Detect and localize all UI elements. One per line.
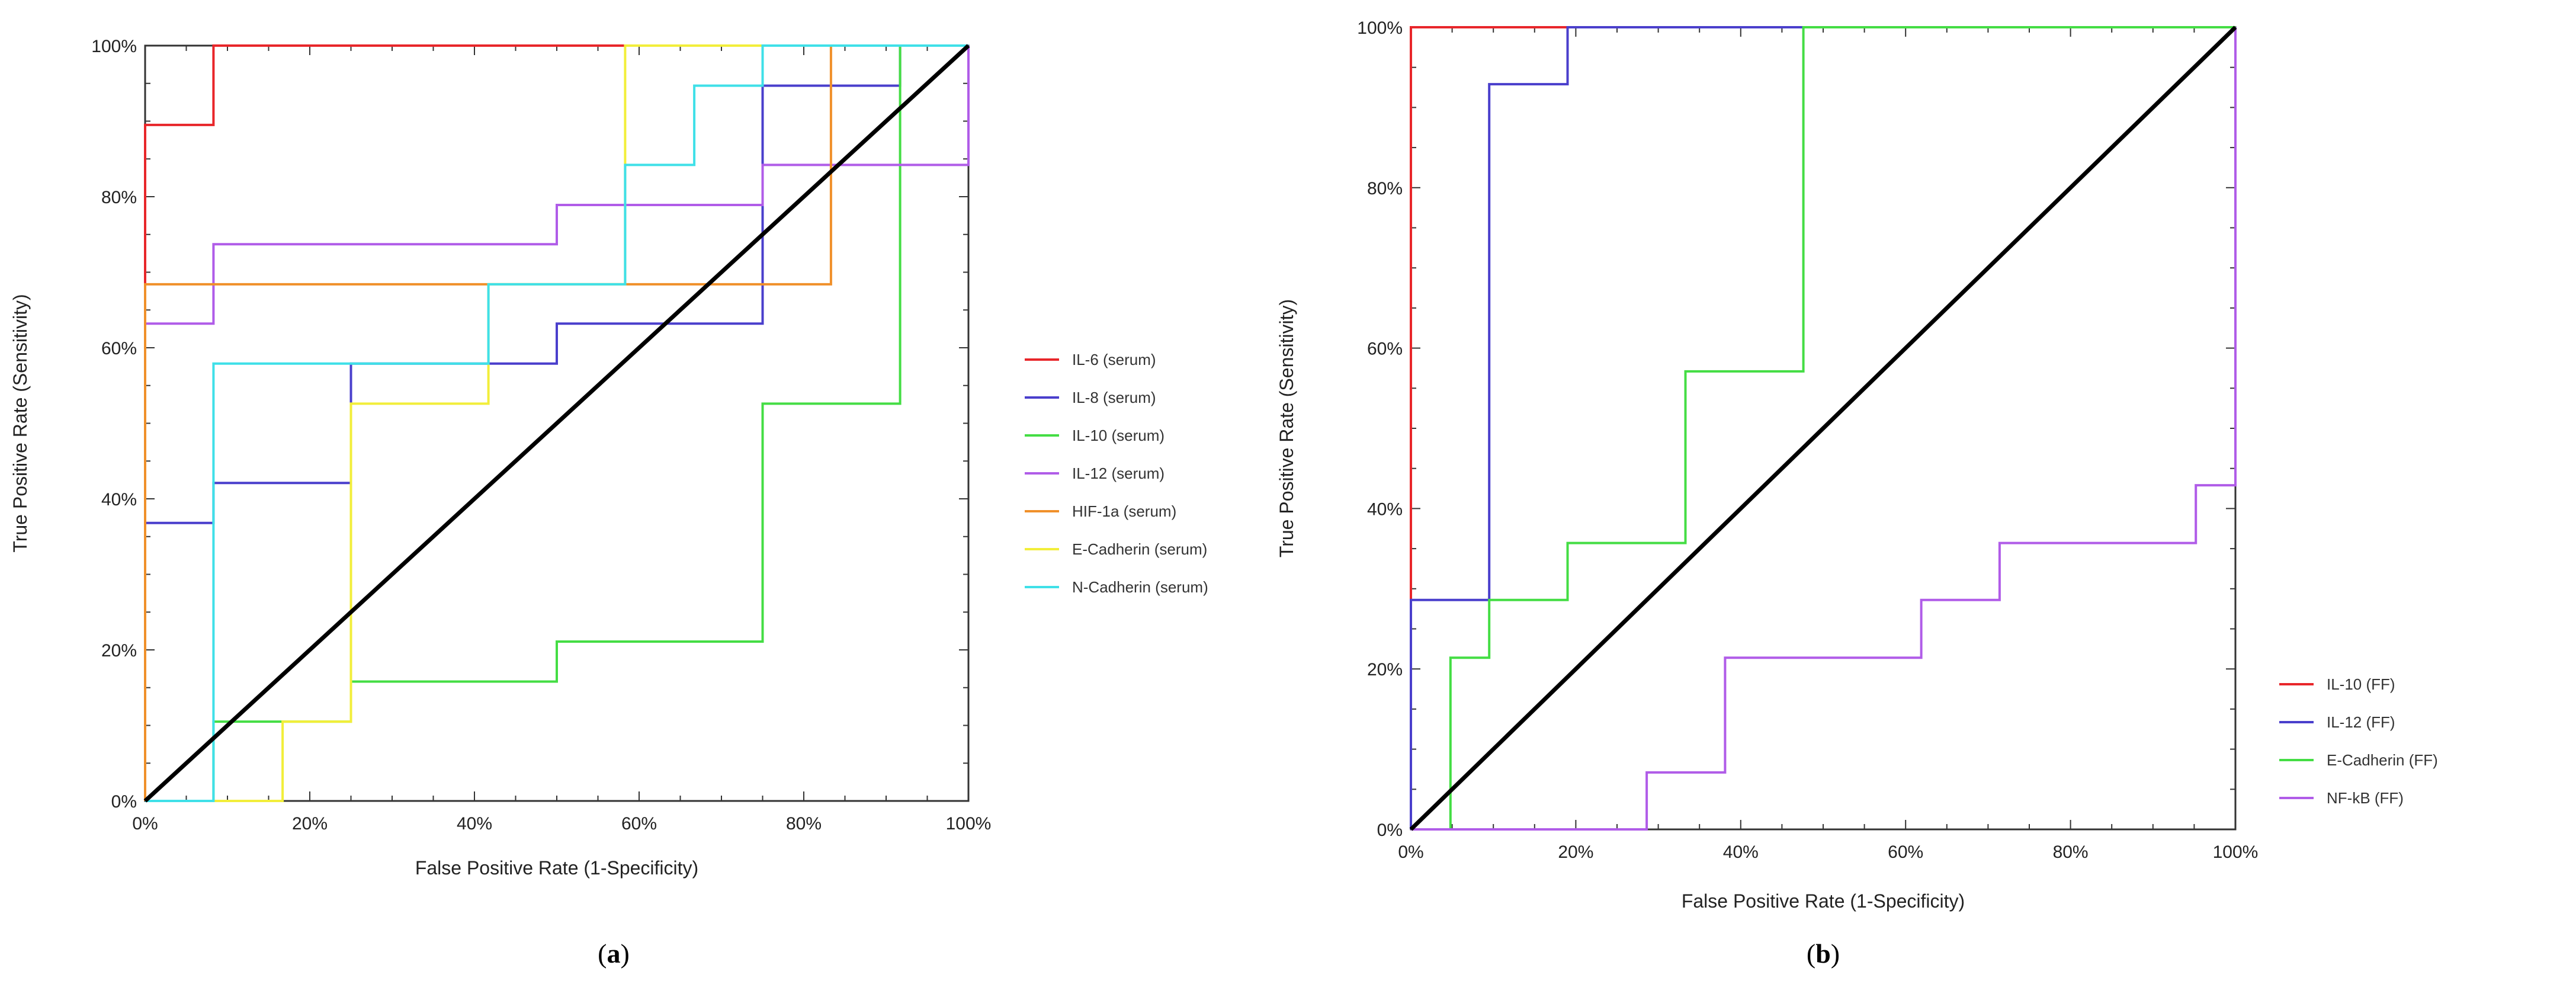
- x-tick-label: 60%: [621, 814, 657, 834]
- legend-label: E-Cadherin (serum): [1072, 540, 1207, 558]
- caption-close-paren: ): [1831, 938, 1840, 969]
- y-tick-label: 60%: [101, 339, 137, 358]
- legend-label: IL-12 (FF): [2327, 713, 2395, 731]
- y-tick-label: 0%: [111, 792, 137, 812]
- y-tick-label: 80%: [101, 188, 137, 207]
- x-tick-label: 100%: [946, 814, 992, 834]
- x-tick-label: 80%: [2053, 842, 2089, 862]
- y-tick-label: 60%: [1367, 339, 1403, 359]
- x-tick-label: 80%: [786, 814, 822, 834]
- chart-panel-b: 0% 20% 40% 60% 80% 100% 0% 20% 40% 60% 80% 100% Fals…: [1276, 18, 2438, 969]
- y-tick-label: 100%: [1357, 18, 1403, 38]
- x-tick-label: 40%: [457, 814, 492, 834]
- legend-label: E-Cadherin (FF): [2327, 751, 2438, 769]
- legend-label: IL-12 (serum): [1072, 464, 1165, 482]
- caption-letter: a: [607, 938, 621, 969]
- legend-label: IL-10 (FF): [2327, 675, 2395, 693]
- roc-curve-a-4: [144, 46, 970, 801]
- y-tick-label: 40%: [1367, 499, 1403, 519]
- x-tick-label: 20%: [292, 814, 328, 834]
- caption-close-paren: ): [621, 938, 630, 969]
- panel-caption: (a): [598, 938, 630, 969]
- x-tick-label: 0%: [1398, 842, 1423, 862]
- legend-label: HIF-1a (serum): [1072, 502, 1176, 520]
- y-axis-title: True Positive Rate (Sensitivity): [9, 294, 31, 552]
- y-axis-title: True Positive Rate (Sensitivity): [1276, 299, 1297, 557]
- x-axis-title: False Positive Rate (1-Specificity): [415, 857, 698, 879]
- roc-curve-b-4: [1411, 27, 2237, 831]
- y-tick-label: 20%: [101, 641, 137, 661]
- legend-label: IL-10 (serum): [1072, 427, 1165, 444]
- diagonal-reference-line: [143, 44, 970, 803]
- x-tick-label: 100%: [2213, 842, 2259, 862]
- y-tick-label: 20%: [1367, 660, 1403, 679]
- chart-panel-a: 0% 20% 40% 60% 80% 100% 0% 20% 40% 60% 80% 100% Fals…: [9, 37, 1208, 969]
- y-tick-label: 100%: [91, 37, 137, 56]
- x-tick-label: 20%: [1558, 842, 1593, 862]
- roc-curve-a-7: [145, 44, 968, 802]
- roc-curve-b-2: [1410, 26, 2235, 829]
- diagonal-reference-line: [1409, 25, 2237, 831]
- caption-open-paren: (: [1807, 938, 1815, 969]
- legend-label: IL-6 (serum): [1072, 351, 1156, 368]
- roc-curve-b-3: [1411, 26, 2235, 831]
- x-tick-label: 0%: [132, 814, 158, 834]
- panel-caption: (b): [1807, 938, 1840, 969]
- y-tick-label: 80%: [1367, 179, 1403, 198]
- y-tick-label: 40%: [101, 490, 137, 509]
- y-tick-label: 0%: [1377, 820, 1403, 840]
- legend-label: N-Cadherin (serum): [1072, 578, 1208, 596]
- caption-open-paren: (: [598, 938, 607, 969]
- x-tick-label: 60%: [1888, 842, 1923, 862]
- legend-label: NF-kB (FF): [2327, 789, 2404, 807]
- legend-label: IL-8 (serum): [1072, 389, 1156, 406]
- x-axis-title: False Positive Rate (1-Specificity): [1682, 890, 1965, 912]
- caption-letter: b: [1815, 938, 1831, 969]
- x-tick-label: 40%: [1723, 842, 1759, 862]
